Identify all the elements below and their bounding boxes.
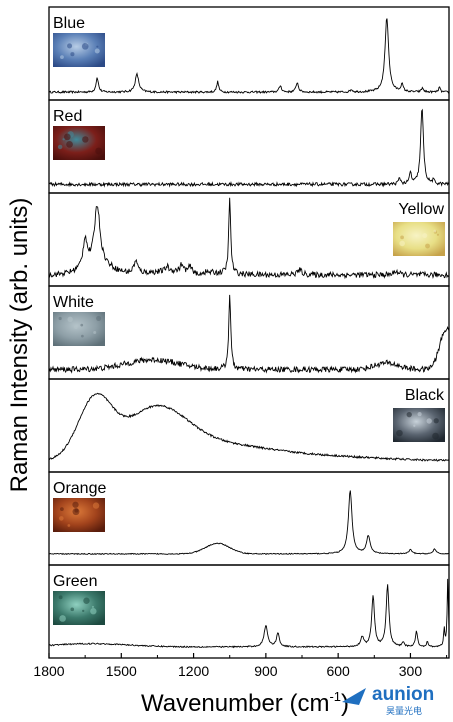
watermark-subtext: 昊量光电 [386,705,422,717]
x-tick-label: 900 [254,663,278,679]
x-axis-title-superscript: -1 [329,689,341,704]
sample-photo-thumbnail [53,498,105,532]
spectra-panels: Blue Red Yellow White Black Orange Green [48,6,450,659]
panel-label: Black [405,387,445,404]
x-axis-title: Wavenumber (cm-1) [141,689,349,717]
panel-orange: Orange [48,471,450,566]
x-tick-label: 600 [326,663,350,679]
panel-green: Green [48,564,450,659]
spectrum-line-orange [48,490,450,556]
watermark-swoosh-icon [342,688,366,705]
panel-frame [48,99,450,194]
sample-photo-thumbnail [393,222,445,256]
sample-photo-thumbnail [393,408,445,442]
spectrum-line-black [48,392,450,462]
spectrum-line-white [48,294,450,374]
panel-label: White [53,294,94,311]
watermark-logo: aunion 昊量光电 [342,684,434,717]
y-axis-title: Raman Intensity (arb. units) [6,198,33,493]
x-tick-label: 1500 [106,663,137,679]
panel-black: Black [48,378,450,473]
x-tick-label: 1200 [178,663,209,679]
spectrum-line-green [48,578,450,649]
panel-frame [48,471,450,566]
x-tick-label: 300 [399,663,423,679]
sample-photo-thumbnail [53,312,105,346]
x-tick-label: 1800 [33,663,64,679]
panel-label: Red [53,108,82,125]
x-axis-title-close: ) [341,690,349,717]
panel-label: Yellow [398,201,444,218]
panel-frame [48,285,450,380]
x-axis-title-main: Wavenumber (cm [141,690,329,717]
sample-photo-thumbnail [53,33,105,67]
sample-photo-thumbnail [53,591,105,625]
sample-photo-thumbnail [53,126,105,160]
panel-blue: Blue [48,6,450,101]
watermark-text: aunion [372,684,434,705]
panel-red: Red [48,99,450,194]
panel-label: Blue [53,15,85,32]
panel-yellow: Yellow [48,192,450,287]
spectrum-line-yellow [48,197,450,280]
spectrum-line-red [48,108,450,188]
panel-label: Orange [53,480,106,497]
panel-label: Green [53,573,97,590]
spectrum-line-blue [48,18,450,95]
x-axis: 1800 1500 1200 900 600 300 [33,653,448,679]
panel-white: White [48,285,450,380]
